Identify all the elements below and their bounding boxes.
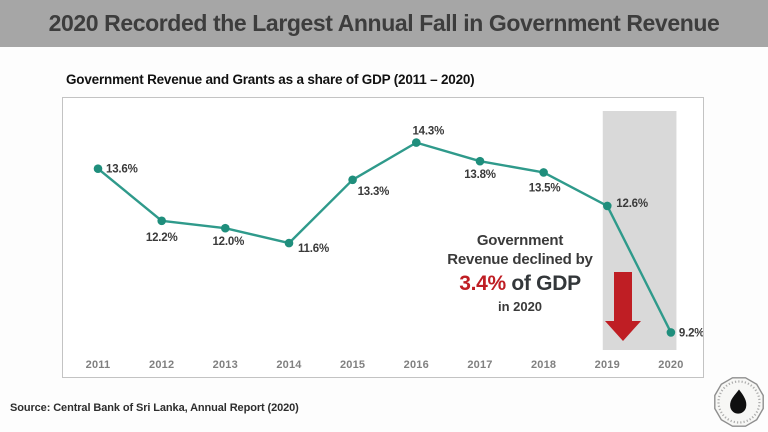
point-label: 13.3% [358,186,390,198]
axis-tick-label: 2016 [404,359,429,371]
drop-icon [730,389,747,414]
point-label: 13.6% [106,164,138,176]
point-label: 13.8% [464,169,496,181]
data-point [93,164,103,173]
annotation-line2: Revenue declined by [447,251,593,269]
data-point [666,328,676,337]
annotation-year: in 2020 [497,299,543,315]
axis-tick-label: 2015 [340,359,365,371]
data-point [603,201,612,211]
seal-text-ring [717,380,761,424]
revenue-line-chart: 13.6% 2011 12.2% 2012 12.0% 2013 11.6% 2014 13.3… [86,111,703,371]
data-point [539,168,548,177]
data-point [348,175,357,185]
axis-tick-label: 2012 [149,359,174,371]
annotation-value: 3.4% [459,272,506,296]
point-label: 12.0% [212,236,244,248]
point-label: 9.2% [679,327,703,339]
axis-tick-label: 2011 [86,359,111,371]
data-point [412,138,421,147]
point-label: 14.3% [412,126,444,138]
data-point [221,223,230,233]
data-point [157,216,166,226]
chart-area: 13.6% 2011 12.2% 2012 12.0% 2013 11.6% 2014 13.3… [62,97,704,378]
seal-logo [714,377,764,427]
axis-tick-label: 2017 [467,359,492,371]
page-title: 2020 Recorded the Largest Annual Fall in… [48,10,720,36]
axis-tick-label: 2018 [531,359,556,371]
revenue-line [97,141,672,333]
source-text: Source: Central Bank of Sri Lanka, Annua… [10,402,299,414]
annotation-value-line: 3.4% of GDP [408,272,632,296]
axis-tick-label: 2019 [595,359,620,371]
axis-tick-label: 2014 [276,359,302,371]
data-point [475,156,485,166]
chart-title: Government Revenue and Grants as a share… [66,72,475,87]
axis-tick-label: 2013 [213,359,238,371]
down-arrow-icon [605,272,641,341]
annotation-value-suffix: of GDP [505,272,581,296]
axis-tick-label: 2020 [658,359,683,371]
data-point [284,238,294,248]
point-label: 13.5% [529,182,561,194]
point-label: 12.2% [146,232,178,244]
annotation-line1: Government [476,232,564,249]
point-label: 11.6% [298,243,329,255]
header-bar: 2020 Recorded the Largest Annual Fall in… [0,0,768,47]
annotation-callout: Government Revenue declined by 3.4% of G… [408,231,632,314]
point-label: 12.6% [616,198,648,210]
